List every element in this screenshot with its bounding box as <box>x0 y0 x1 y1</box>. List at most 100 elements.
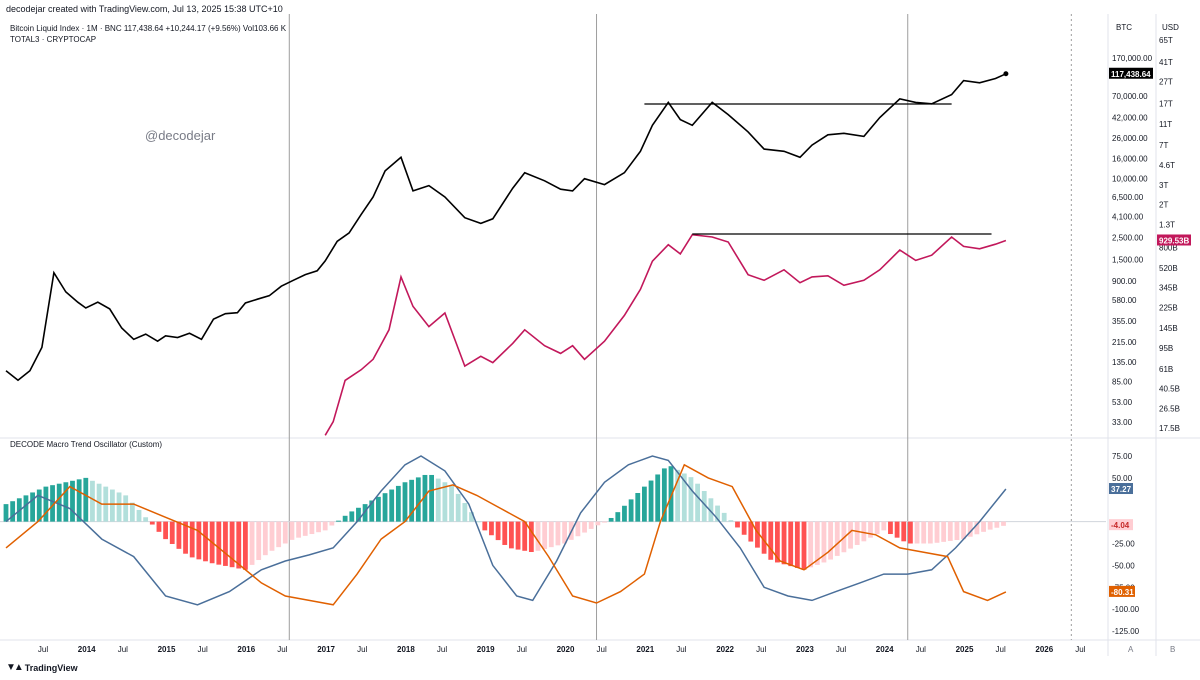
histogram-bar <box>409 479 415 522</box>
histogram-bar <box>269 521 275 551</box>
btc-tick-label: 33.00 <box>1112 418 1133 427</box>
btc-line <box>5 73 1007 382</box>
histogram-bar <box>615 512 621 522</box>
histogram-bar <box>675 469 681 522</box>
time-tick-label: 2014 <box>78 645 96 654</box>
histogram-bar <box>608 517 614 522</box>
histogram-bar <box>43 486 49 522</box>
histogram-bar <box>176 521 182 549</box>
osc-tick-label: -125.00 <box>1112 627 1140 636</box>
histogram-bar <box>728 520 734 522</box>
grid-layer <box>0 14 1200 656</box>
histogram-bar <box>30 492 35 522</box>
histogram-bar <box>695 483 700 522</box>
histogram-bar <box>469 512 474 522</box>
histogram-bar <box>482 521 488 531</box>
histogram-bar <box>655 474 661 522</box>
histogram-bar <box>422 474 428 522</box>
tradingview-logo-text: TradingView <box>24 662 78 673</box>
histogram-bar <box>881 521 887 531</box>
histogram-bar <box>276 521 282 548</box>
histogram-bar <box>462 503 468 522</box>
time-tick-label: Jul <box>38 645 48 654</box>
histogram-bar <box>588 521 594 529</box>
histogram-bar <box>36 489 42 522</box>
usd-tick-label: 1.3T <box>1159 221 1175 230</box>
histogram-bar <box>735 521 740 528</box>
time-tick-label: Jul <box>357 645 367 654</box>
histogram-bar <box>249 521 255 565</box>
histogram-bar <box>582 521 587 533</box>
time-tick-label: Jul <box>1075 645 1085 654</box>
osc-blue-line <box>5 455 1007 606</box>
histogram-bar <box>888 521 893 535</box>
histogram-bar <box>1001 521 1006 526</box>
osc-hist-last-label-bg <box>1109 519 1133 531</box>
time-tick-label: Jul <box>198 645 208 654</box>
oscillator-title[interactable]: DECODE Macro Trend Oscillator (Custom) <box>10 440 163 449</box>
osc-tick-label: -25.00 <box>1112 540 1135 549</box>
histogram-bar <box>828 521 833 560</box>
symbol-line[interactable]: Bitcoin Liquid Index · 1M · BNC 117,438.… <box>10 24 287 33</box>
histogram-bar <box>376 496 381 522</box>
osc-orange-line <box>5 463 1007 606</box>
time-tick-label: Jul <box>118 645 128 654</box>
histogram-bar <box>502 521 508 545</box>
osc-hist-last-label: -4.04 <box>1111 521 1130 530</box>
usd-tick-label: 41T <box>1159 58 1173 67</box>
histogram-bar <box>954 521 960 541</box>
histogram-bar <box>854 521 860 545</box>
histogram-bar <box>688 477 694 522</box>
histogram-bar <box>216 521 222 565</box>
second-symbol-line[interactable]: TOTAL3 · CRYPTOCAP <box>10 35 97 44</box>
histogram-bar <box>349 511 355 522</box>
histogram-bar <box>236 521 242 569</box>
histogram-bar <box>708 498 714 522</box>
histogram-bar <box>562 521 567 544</box>
time-tick-label: 2019 <box>477 645 495 654</box>
osc-blue-last-label: 37.27 <box>1111 485 1132 494</box>
histogram-bar <box>322 521 328 531</box>
histogram-bar <box>941 521 947 542</box>
histogram-bar <box>382 493 388 522</box>
histogram-bar <box>602 521 607 523</box>
usd-tick-label: 17.5B <box>1159 424 1180 433</box>
histogram-bar <box>761 521 767 554</box>
histogram-bar <box>555 521 561 546</box>
btc-tick-label: 2,500.00 <box>1112 234 1144 243</box>
histogram-bar <box>429 474 434 522</box>
histogram-bar <box>515 521 521 550</box>
histogram-bar <box>914 521 920 544</box>
histogram-bar <box>435 478 441 522</box>
histogram-bar <box>296 521 301 538</box>
usd-tick-label: 26.5B <box>1159 404 1180 413</box>
histogram-bar <box>442 482 448 522</box>
tradingview-logo: ▼▲ TradingView <box>6 662 78 673</box>
histogram-bar <box>701 491 707 522</box>
histogram-bar <box>76 479 82 522</box>
usd-tick-label: 17T <box>1159 99 1173 108</box>
oscillator-histogram <box>3 466 1006 570</box>
histogram-bar <box>56 483 62 522</box>
time-tick-label: 2023 <box>796 645 814 654</box>
histogram-bar <box>229 521 235 568</box>
osc-tick-label: 50.00 <box>1112 474 1133 483</box>
btc-tick-label: 4,100.00 <box>1112 213 1144 222</box>
btc-tick-label: 70,000.00 <box>1112 92 1148 101</box>
btc-last-label-bg <box>1109 67 1153 79</box>
btc-tick-label: 10,000.00 <box>1112 175 1148 184</box>
usd-tick-label: 61B <box>1159 365 1173 374</box>
histogram-bar <box>981 521 986 532</box>
histogram-bar <box>741 521 747 535</box>
time-tick-label: Jul <box>756 645 766 654</box>
histogram-bar <box>721 512 727 522</box>
histogram-bar <box>110 489 115 522</box>
usd-tick-label: 11T <box>1159 120 1172 129</box>
histogram-bar <box>50 485 55 522</box>
histogram-bar <box>136 509 142 522</box>
btc-last-point <box>1003 71 1009 77</box>
btc-tick-label: 6,500.00 <box>1112 193 1144 202</box>
total3-last-label: 929.53B <box>1159 236 1189 245</box>
btc-tick-label: 215.00 <box>1112 338 1137 347</box>
